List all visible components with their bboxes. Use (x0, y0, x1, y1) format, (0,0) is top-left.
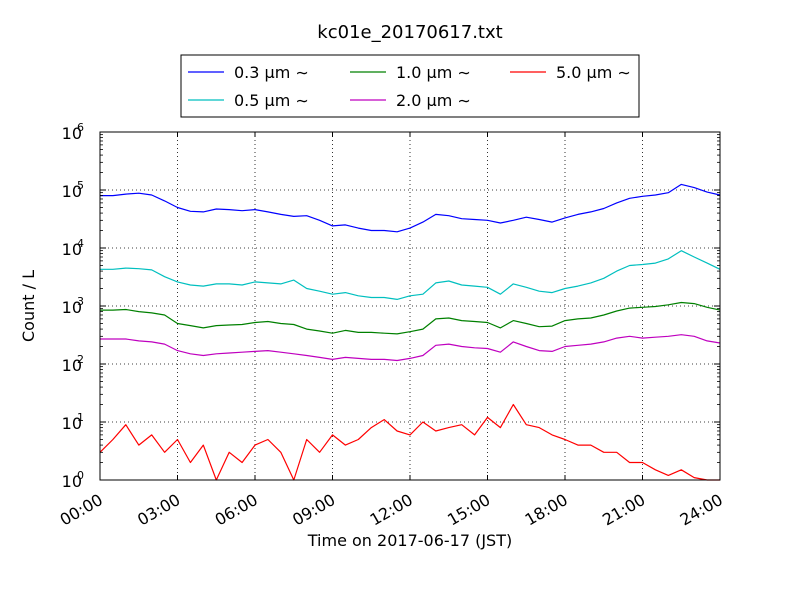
y-tick-label: 103 (62, 295, 84, 317)
y-tick-label: 104 (62, 237, 84, 259)
y-tick-label: 101 (62, 411, 84, 433)
y-axis-label: Count / L (19, 270, 38, 342)
series-line-4 (99, 403, 720, 481)
legend-box (180, 54, 640, 118)
series-line-0 (100, 183, 721, 233)
y-tick-exponent: 5 (77, 179, 84, 192)
y-tick-label: 100 (62, 469, 84, 491)
legend-label-4: 5.0 μm ∼ (556, 63, 631, 82)
legend-label-2: 1.0 μm ∼ (396, 63, 471, 82)
y-tick-exponent: 0 (77, 469, 84, 482)
legend: 0.3 μm ∼ 0.5 μm ∼ 1.0 μm ∼ 2.0 μm ∼ 5.0 μm ∼ (180, 54, 640, 118)
series-line-1 (100, 250, 721, 300)
y-tick-exponent: 1 (77, 411, 84, 424)
grid (100, 132, 720, 480)
y-tick-label: 106 (62, 121, 84, 143)
y-tick-exponent: 2 (77, 353, 84, 366)
y-tick-label: 105 (62, 179, 84, 201)
series-line-2 (100, 301, 721, 335)
series-line-3 (100, 334, 721, 362)
legend-label-0: 0.3 μm ∼ (234, 63, 309, 82)
y-tick-exponent: 6 (77, 121, 84, 134)
chart-title: kc01e_20170617.txt (317, 22, 502, 43)
series-layer (99, 183, 721, 481)
y-tick-label: 102 (62, 353, 84, 375)
legend-label-3: 2.0 μm ∼ (396, 91, 471, 110)
legend-label-1: 0.5 μm ∼ (234, 91, 309, 110)
x-axis-label: Time on 2017-06-17 (JST) (307, 531, 512, 550)
y-tick-exponent: 4 (77, 237, 84, 250)
y-tick-exponent: 3 (77, 295, 84, 308)
